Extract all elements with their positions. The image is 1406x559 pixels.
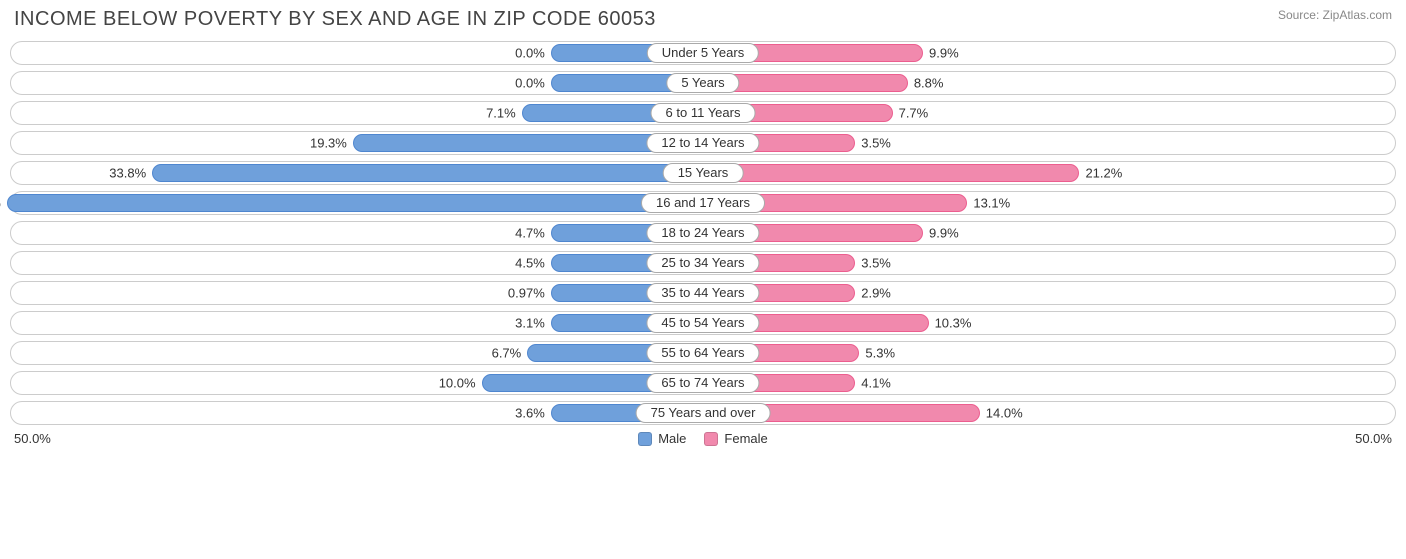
- value-label-male: 0.97%: [508, 286, 545, 301]
- legend-swatch-male: [638, 432, 652, 446]
- population-pyramid-chart: Under 5 Years 0.0% 9.9% 5 Years 0.0% 8.8% 6 to…: [10, 41, 1396, 425]
- chart-row: 15 Years 33.8% 21.2%: [10, 161, 1396, 185]
- value-label-male: 0.0%: [515, 76, 545, 91]
- age-group-label: 16 and 17 Years: [641, 193, 765, 213]
- legend-item-male: Male: [638, 431, 686, 446]
- bar-male: [152, 164, 703, 182]
- chart-row: 6 to 11 Years 7.1% 7.7%: [10, 101, 1396, 125]
- value-label-female: 7.7%: [899, 106, 929, 121]
- value-label-male: 10.0%: [439, 376, 476, 391]
- value-label-male: 3.6%: [515, 406, 545, 421]
- value-label-female: 3.5%: [861, 136, 891, 151]
- chart-title: INCOME BELOW POVERTY BY SEX AND AGE IN Z…: [14, 8, 656, 31]
- chart-source: Source: ZipAtlas.com: [1278, 8, 1392, 22]
- value-label-female: 3.5%: [861, 256, 891, 271]
- legend-swatch-female: [704, 432, 718, 446]
- age-group-label: 15 Years: [663, 163, 744, 183]
- value-label-male: 7.1%: [486, 106, 516, 121]
- age-group-label: 18 to 24 Years: [646, 223, 759, 243]
- value-label-male: 33.8%: [109, 166, 146, 181]
- legend-label-female: Female: [724, 431, 767, 446]
- chart-row: 12 to 14 Years 19.3% 3.5%: [10, 131, 1396, 155]
- value-label-male: 0.0%: [515, 46, 545, 61]
- value-label-female: 10.3%: [935, 316, 972, 331]
- value-label-male: 19.3%: [310, 136, 347, 151]
- legend: Male Female: [638, 431, 768, 446]
- chart-row: 35 to 44 Years 0.97% 2.9%: [10, 281, 1396, 305]
- legend-item-female: Female: [704, 431, 767, 446]
- chart-row: 55 to 64 Years 6.7% 5.3%: [10, 341, 1396, 365]
- value-label-female: 2.9%: [861, 286, 891, 301]
- value-label-female: 9.9%: [929, 226, 959, 241]
- chart-row: 75 Years and over 3.6% 14.0%: [10, 401, 1396, 425]
- bar-female: [703, 164, 1079, 182]
- age-group-label: Under 5 Years: [647, 43, 759, 63]
- age-group-label: 45 to 54 Years: [646, 313, 759, 333]
- chart-header: INCOME BELOW POVERTY BY SEX AND AGE IN Z…: [10, 8, 1396, 31]
- value-label-female: 9.9%: [929, 46, 959, 61]
- value-label-male: 3.1%: [515, 316, 545, 331]
- value-label-female: 14.0%: [986, 406, 1023, 421]
- value-label-female: 21.2%: [1085, 166, 1122, 181]
- chart-row: 25 to 34 Years 4.5% 3.5%: [10, 251, 1396, 275]
- value-label-male: 44.3%: [0, 196, 1, 211]
- value-label-male: 4.7%: [515, 226, 545, 241]
- chart-row: 65 to 74 Years 10.0% 4.1%: [10, 371, 1396, 395]
- legend-label-male: Male: [658, 431, 686, 446]
- chart-row: Under 5 Years 0.0% 9.9%: [10, 41, 1396, 65]
- value-label-male: 6.7%: [492, 346, 522, 361]
- age-group-label: 55 to 64 Years: [646, 343, 759, 363]
- chart-row: 45 to 54 Years 3.1% 10.3%: [10, 311, 1396, 335]
- age-group-label: 6 to 11 Years: [651, 103, 756, 123]
- value-label-female: 4.1%: [861, 376, 891, 391]
- value-label-female: 13.1%: [973, 196, 1010, 211]
- axis-right-label: 50.0%: [1355, 431, 1392, 446]
- bar-male: [7, 194, 703, 212]
- axis-left-label: 50.0%: [14, 431, 51, 446]
- age-group-label: 12 to 14 Years: [646, 133, 759, 153]
- age-group-label: 65 to 74 Years: [646, 373, 759, 393]
- age-group-label: 35 to 44 Years: [646, 283, 759, 303]
- value-label-female: 8.8%: [914, 76, 944, 91]
- chart-row: 5 Years 0.0% 8.8%: [10, 71, 1396, 95]
- chart-footer: 50.0% Male Female 50.0%: [10, 431, 1396, 446]
- value-label-male: 4.5%: [515, 256, 545, 271]
- age-group-label: 25 to 34 Years: [646, 253, 759, 273]
- age-group-label: 5 Years: [666, 73, 739, 93]
- chart-row: 18 to 24 Years 4.7% 9.9%: [10, 221, 1396, 245]
- chart-row: 16 and 17 Years44.3%13.1%: [10, 191, 1396, 215]
- value-label-female: 5.3%: [865, 346, 895, 361]
- age-group-label: 75 Years and over: [636, 403, 771, 423]
